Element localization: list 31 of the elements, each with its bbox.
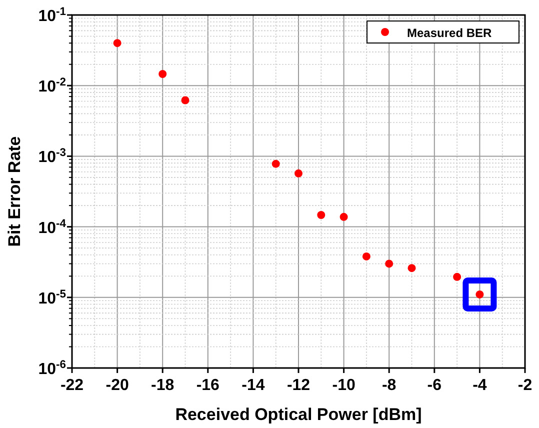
x-tick-label: -14 xyxy=(242,377,265,394)
point xyxy=(294,169,302,178)
point xyxy=(453,272,462,281)
x-tick-label: -18 xyxy=(151,377,174,394)
y-tick-label: 10$^{-2}$ xyxy=(38,76,66,96)
legend-label: Measured BER xyxy=(407,26,492,40)
y-tick-label: 10$^{-5}$ xyxy=(38,288,66,308)
x-tick-label: -8 xyxy=(382,377,396,394)
point xyxy=(181,96,190,104)
point xyxy=(408,264,416,272)
x-tick-label: -10 xyxy=(332,377,356,394)
point xyxy=(340,212,348,221)
x-tick-label: -6 xyxy=(427,377,442,394)
point xyxy=(113,39,122,48)
y-tick-label: 10$^{-6}$ xyxy=(38,359,66,378)
x-tick-label: -2 xyxy=(518,377,532,394)
y-axis-title: Bit Error Rate xyxy=(5,136,24,247)
point xyxy=(272,160,280,168)
x-tick-label: -20 xyxy=(106,377,129,394)
y-tick-label: 10$^{-3}$ xyxy=(38,147,66,166)
point xyxy=(317,210,326,219)
x-tick-label: -16 xyxy=(196,377,220,394)
y-tick-label: 10$^{-4}$ xyxy=(38,218,67,237)
point xyxy=(158,70,167,78)
point xyxy=(362,252,370,260)
point xyxy=(385,260,394,268)
x-tick-label: -12 xyxy=(286,377,310,394)
y-tick-label: 10$^{-1}$ xyxy=(38,6,66,25)
x-tick-label: -22 xyxy=(60,377,84,394)
x-tick-label: -4 xyxy=(472,377,487,394)
x-axis-title: Received Optical Power [dBm] xyxy=(175,405,422,424)
